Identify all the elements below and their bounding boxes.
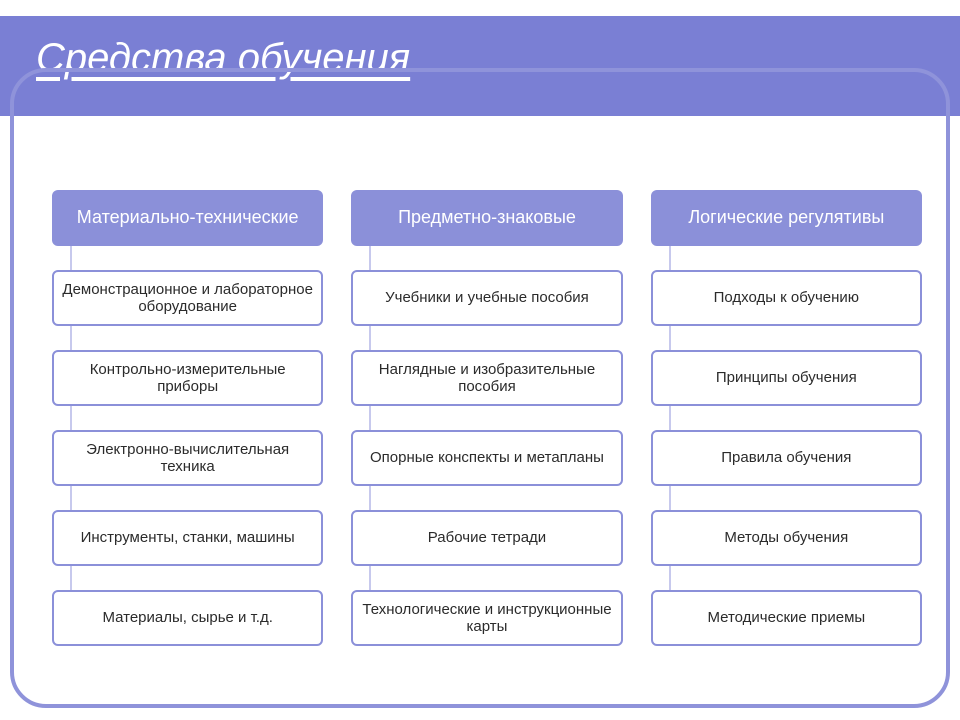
column-item: Наглядные и изобразительные пособия: [351, 350, 622, 406]
column-header: Материально-технические: [52, 190, 323, 246]
column-item: Учебники и учебные пособия: [351, 270, 622, 326]
column-header: Логические регулятивы: [651, 190, 922, 246]
column-header: Предметно-знаковые: [351, 190, 622, 246]
column-item: Контрольно-измерительные приборы: [52, 350, 323, 406]
column-2: Предметно-знаковые Учебники и учебные по…: [351, 190, 622, 646]
column-item: Подходы к обучению: [651, 270, 922, 326]
column-item: Правила обучения: [651, 430, 922, 486]
column-item: Технологические и инструкционные карты: [351, 590, 622, 646]
columns-container: Материально-технические Демонстрационное…: [52, 190, 922, 646]
column-1: Материально-технические Демонстрационное…: [52, 190, 323, 646]
column-3: Логические регулятивы Подходы к обучению…: [651, 190, 922, 646]
column-item: Демонстрационное и лабораторное оборудов…: [52, 270, 323, 326]
column-item: Инструменты, станки, машины: [52, 510, 323, 566]
column-item: Принципы обучения: [651, 350, 922, 406]
column-item: Рабочие тетради: [351, 510, 622, 566]
column-item: Электронно-вычислительная техника: [52, 430, 323, 486]
column-item: Методические приемы: [651, 590, 922, 646]
column-item: Методы обучения: [651, 510, 922, 566]
column-item: Материалы, сырье и т.д.: [52, 590, 323, 646]
column-item: Опорные конспекты и метапланы: [351, 430, 622, 486]
